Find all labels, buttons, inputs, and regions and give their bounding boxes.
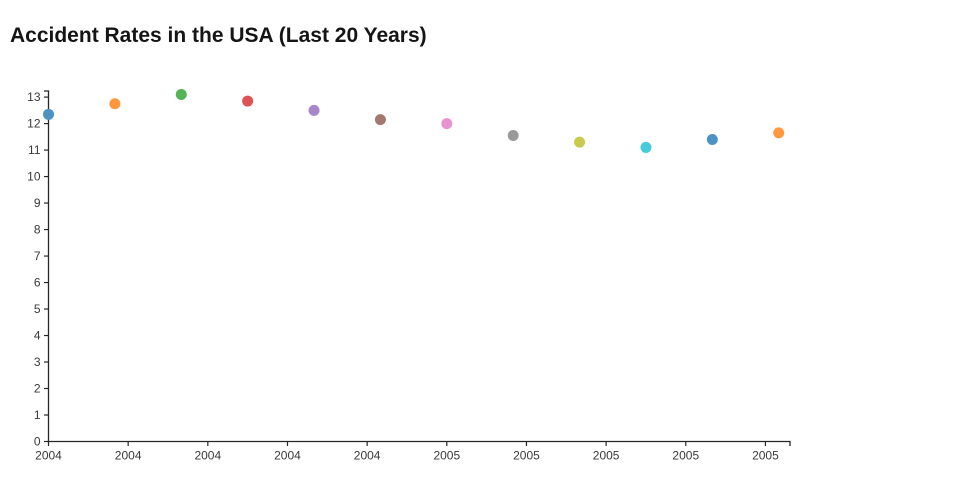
data-point <box>773 127 785 139</box>
y-tick-label: 6 <box>34 276 41 290</box>
y-tick-label: 10 <box>27 170 41 184</box>
x-tick-label: 2004 <box>354 449 381 463</box>
x-tick-label: 2005 <box>672 449 699 463</box>
data-point <box>574 136 586 148</box>
x-tick-label: 2004 <box>35 449 62 463</box>
y-tick-label: 11 <box>28 143 41 157</box>
y-tick-label: 3 <box>34 355 41 369</box>
y-tick-label: 13 <box>27 90 41 104</box>
axis-spines <box>44 90 791 446</box>
data-point <box>441 118 453 130</box>
y-tick-label: 12 <box>27 117 41 131</box>
chart-title: Accident Rates in the USA (Last 20 Years… <box>10 24 427 47</box>
y-tick-label: 2 <box>34 382 41 396</box>
y-tick-label: 0 <box>34 435 41 449</box>
data-point <box>175 88 187 100</box>
x-tick-label: 2005 <box>593 449 620 463</box>
data-point <box>242 95 254 107</box>
x-tick-label: 2005 <box>433 449 460 463</box>
x-tick-label: 2004 <box>115 449 142 463</box>
y-tick-label: 1 <box>34 408 41 422</box>
y-tick-label: 9 <box>34 196 41 210</box>
data-point <box>43 108 54 120</box>
y-tick-label: 7 <box>34 249 41 263</box>
data-point <box>374 114 386 126</box>
x-tick-label: 2005 <box>752 449 779 463</box>
y-tick-label: 5 <box>34 302 41 316</box>
data-point <box>706 133 718 145</box>
x-tick-label: 2005 <box>513 449 540 463</box>
data-point <box>109 98 121 110</box>
data-point <box>507 130 519 142</box>
x-tick-label: 2004 <box>194 449 221 463</box>
x-tick-label: 2004 <box>274 449 301 463</box>
data-point <box>308 104 320 116</box>
data-point <box>640 141 652 153</box>
y-tick-label: 8 <box>34 223 41 237</box>
y-tick-label: 4 <box>34 329 41 343</box>
